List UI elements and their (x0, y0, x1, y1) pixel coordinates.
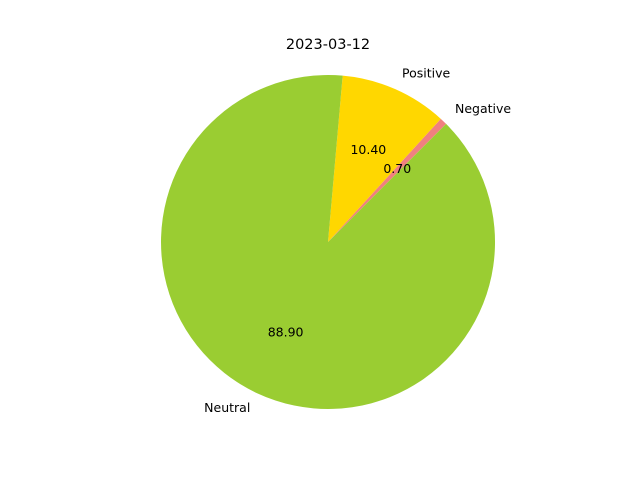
pie-label-negative: Negative (455, 101, 511, 116)
pie-label-neutral: Neutral (204, 400, 250, 415)
pie-slice-negative (328, 118, 447, 242)
chart-title: 2023-03-12 (286, 37, 370, 53)
pie-labels: Negative 0.70 Positive 10.40 Neutral 88.90 (204, 65, 511, 415)
pie-slice-positive (328, 75, 441, 243)
pie-slices (161, 75, 496, 410)
pie-slice-neutral (161, 75, 496, 410)
pie-label-positive: Positive (402, 65, 450, 80)
pie-value-positive: 10.40 (350, 142, 386, 157)
pie-value-neutral: 88.90 (268, 324, 304, 339)
pie-value-negative: 0.70 (383, 161, 411, 176)
